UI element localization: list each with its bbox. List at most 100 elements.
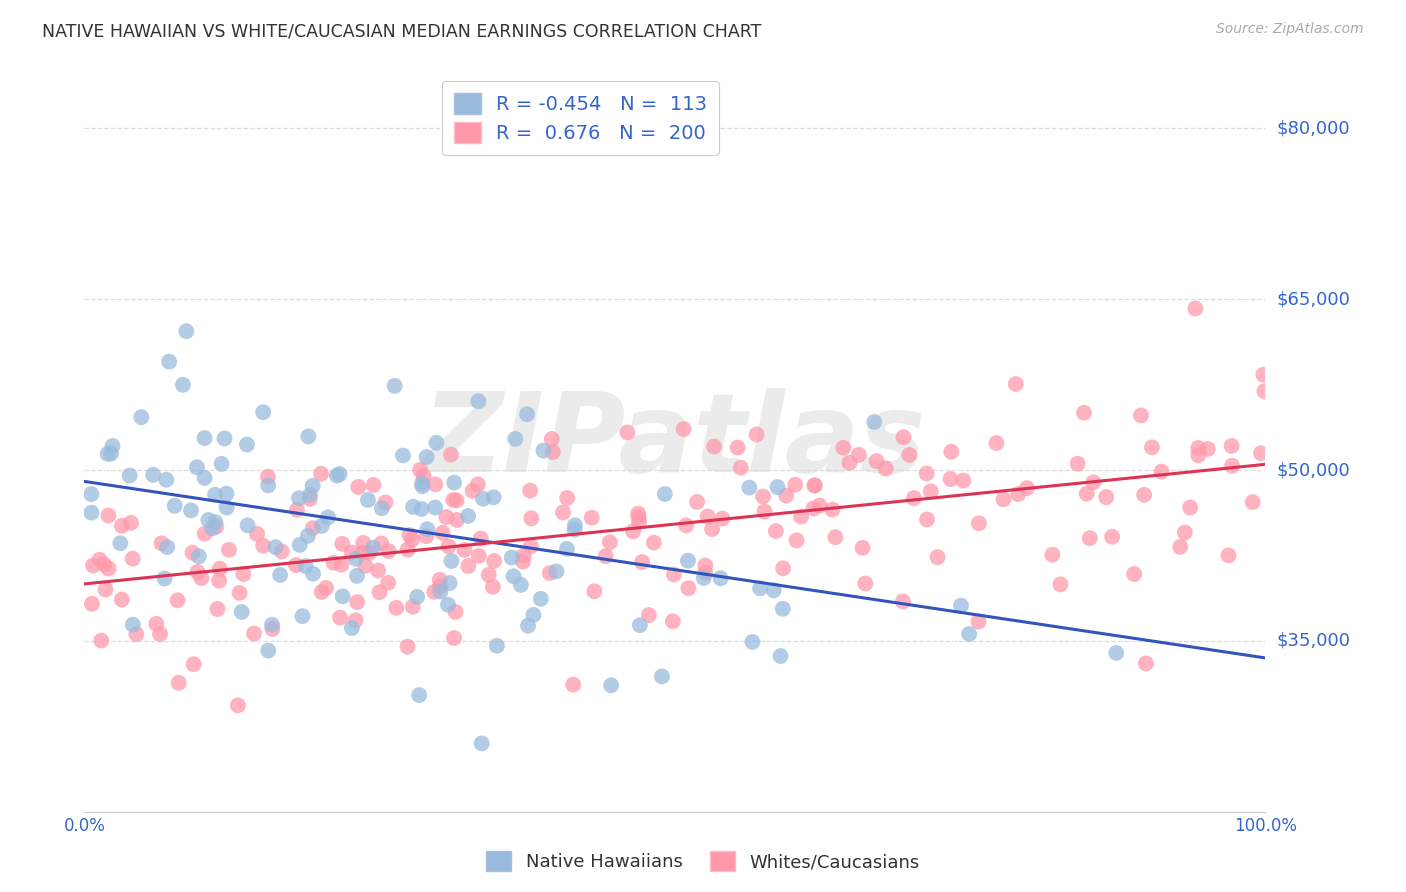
Point xyxy=(377,544,399,558)
Point xyxy=(502,569,524,583)
Point xyxy=(125,627,148,641)
Point xyxy=(675,518,697,533)
Point xyxy=(246,527,269,541)
Point xyxy=(741,635,763,649)
Point xyxy=(501,550,523,565)
Point xyxy=(1184,301,1206,316)
Point xyxy=(595,549,617,564)
Point xyxy=(540,432,562,446)
Point xyxy=(194,526,217,541)
Point xyxy=(269,568,291,582)
Point xyxy=(505,432,527,446)
Point xyxy=(676,554,699,568)
Point xyxy=(370,536,392,550)
Point xyxy=(772,561,794,575)
Point xyxy=(628,618,651,632)
Point xyxy=(1005,376,1028,391)
Point xyxy=(863,415,886,429)
Point xyxy=(1218,549,1240,563)
Point xyxy=(425,477,447,491)
Point xyxy=(803,478,825,492)
Point xyxy=(97,561,120,575)
Point xyxy=(915,467,938,481)
Point xyxy=(662,615,685,629)
Point xyxy=(190,571,212,585)
Point xyxy=(1040,548,1063,562)
Point xyxy=(439,576,461,591)
Point xyxy=(425,435,447,450)
Point xyxy=(853,576,876,591)
Point xyxy=(211,457,233,471)
Point xyxy=(208,574,231,588)
Point xyxy=(621,524,644,539)
Point xyxy=(423,584,446,599)
Point xyxy=(803,501,825,516)
Point xyxy=(385,600,408,615)
Point xyxy=(471,736,494,750)
Point xyxy=(509,578,531,592)
Point xyxy=(167,676,190,690)
Point xyxy=(686,495,709,509)
Point xyxy=(555,491,578,505)
Point xyxy=(142,467,165,482)
Point xyxy=(485,639,508,653)
Point xyxy=(90,633,112,648)
Text: Source: ZipAtlas.com: Source: ZipAtlas.com xyxy=(1216,22,1364,37)
Point xyxy=(616,425,638,440)
Point xyxy=(957,627,980,641)
Point xyxy=(848,448,870,462)
Point xyxy=(194,471,217,485)
Point xyxy=(1066,457,1088,471)
Point xyxy=(749,582,772,596)
Point xyxy=(231,605,253,619)
Point xyxy=(197,513,219,527)
Point xyxy=(482,554,505,568)
Point xyxy=(163,499,186,513)
Point xyxy=(738,481,761,495)
Point xyxy=(915,512,938,526)
Point xyxy=(727,441,749,455)
Point xyxy=(627,507,650,521)
Point xyxy=(236,518,259,533)
Point xyxy=(875,461,897,475)
Point xyxy=(927,550,949,565)
Point xyxy=(672,422,695,436)
Point xyxy=(851,541,873,555)
Point xyxy=(392,449,415,463)
Point xyxy=(520,539,543,553)
Point xyxy=(1220,458,1243,473)
Point xyxy=(986,436,1008,450)
Point xyxy=(352,546,374,560)
Point xyxy=(411,476,433,491)
Point xyxy=(415,450,437,464)
Point xyxy=(441,493,464,508)
Point xyxy=(1241,495,1264,509)
Point xyxy=(513,549,536,563)
Point xyxy=(201,521,224,535)
Point xyxy=(149,627,172,641)
Point xyxy=(330,537,353,551)
Point xyxy=(628,515,651,529)
Point xyxy=(121,617,143,632)
Point xyxy=(461,483,484,498)
Point xyxy=(467,477,489,491)
Point xyxy=(769,648,792,663)
Point xyxy=(804,478,827,492)
Point xyxy=(291,609,314,624)
Point xyxy=(377,575,399,590)
Point xyxy=(329,467,352,481)
Point xyxy=(155,473,177,487)
Point xyxy=(967,615,990,629)
Point xyxy=(444,605,467,619)
Point xyxy=(786,533,808,548)
Point xyxy=(402,500,425,514)
Point xyxy=(1150,465,1173,479)
Point xyxy=(1168,540,1191,554)
Point xyxy=(205,520,228,534)
Point xyxy=(243,626,266,640)
Point xyxy=(374,495,396,509)
Point xyxy=(186,565,208,579)
Point xyxy=(384,379,406,393)
Point xyxy=(329,610,352,624)
Point xyxy=(131,410,153,425)
